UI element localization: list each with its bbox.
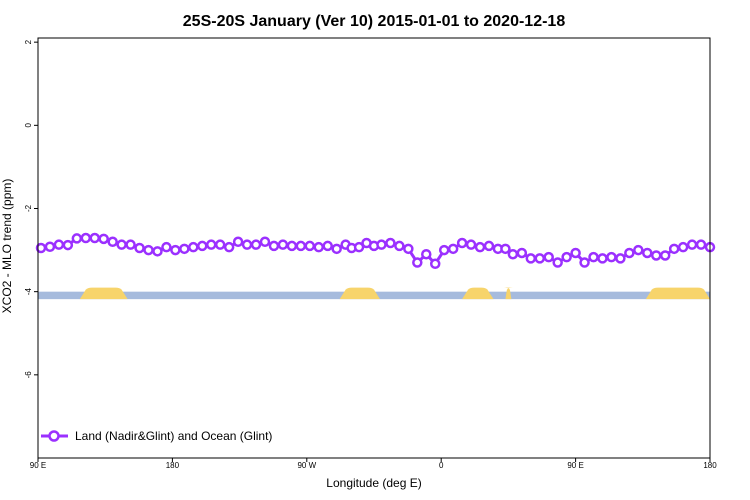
data-point bbox=[152, 246, 163, 257]
land-segment bbox=[339, 287, 380, 300]
data-point bbox=[483, 240, 495, 252]
data-point bbox=[277, 239, 289, 250]
data-point bbox=[268, 240, 280, 252]
data-point bbox=[615, 253, 626, 264]
y-axis: 2 0 -2 -4 -6 bbox=[24, 39, 38, 378]
data-point bbox=[465, 239, 477, 250]
y-tick-label: 0 bbox=[24, 123, 33, 128]
data-point bbox=[107, 236, 118, 248]
data-point bbox=[597, 253, 608, 264]
data-point bbox=[525, 253, 537, 264]
legend: Land (Nadir&Glint) and Ocean (Glint) bbox=[41, 429, 272, 443]
x-axis-label: Longitude (deg E) bbox=[326, 476, 421, 490]
legend-label: Land (Nadir&Glint) and Ocean (Glint) bbox=[75, 429, 272, 443]
data-point bbox=[624, 247, 635, 259]
data-point bbox=[322, 240, 333, 252]
data-point bbox=[552, 257, 563, 268]
x-axis: 90 E 180 90 W 0 90 E 180 bbox=[30, 458, 717, 470]
data-point bbox=[677, 241, 689, 253]
data-point bbox=[516, 247, 528, 259]
data-point bbox=[561, 251, 572, 263]
data-point bbox=[695, 239, 707, 250]
data-point bbox=[250, 239, 262, 250]
data-point bbox=[353, 241, 365, 253]
x-tick-label: 180 bbox=[166, 461, 180, 470]
data-point bbox=[53, 239, 65, 250]
data-point bbox=[98, 233, 109, 245]
x-tick-label: 90 E bbox=[30, 461, 46, 470]
land-segment bbox=[462, 287, 494, 300]
data-point bbox=[686, 239, 698, 250]
data-point bbox=[214, 239, 226, 250]
land-segment bbox=[503, 287, 513, 300]
data-point bbox=[650, 250, 662, 261]
data-point bbox=[588, 251, 599, 263]
data-point bbox=[633, 244, 644, 256]
data-point bbox=[80, 232, 92, 244]
data-point bbox=[579, 257, 590, 268]
legend-marker bbox=[48, 430, 60, 442]
y-tick-label: -4 bbox=[24, 288, 33, 296]
data-point bbox=[89, 232, 100, 244]
x-tick-label: 90 W bbox=[297, 461, 316, 470]
data-point bbox=[534, 253, 546, 264]
data-point bbox=[456, 237, 468, 249]
data-point bbox=[313, 241, 324, 253]
data-point bbox=[606, 251, 617, 263]
data-point bbox=[71, 233, 83, 244]
data-point bbox=[188, 241, 199, 253]
data-point bbox=[170, 244, 181, 256]
data-point bbox=[125, 239, 136, 250]
data-point bbox=[197, 240, 208, 252]
data-point bbox=[179, 243, 190, 255]
y-tick-label: -6 bbox=[24, 371, 33, 379]
data-point bbox=[474, 241, 486, 253]
data-point bbox=[659, 250, 671, 261]
data-point bbox=[429, 258, 441, 270]
plot-frame bbox=[37, 37, 711, 459]
data-point bbox=[543, 251, 554, 263]
data-point bbox=[376, 239, 387, 250]
data-point bbox=[62, 239, 74, 251]
x-tick-label: 180 bbox=[703, 461, 717, 470]
land-segment bbox=[79, 287, 128, 300]
data-point bbox=[438, 244, 450, 256]
y-axis-label: XCO2 - MLO trend (ppm) bbox=[0, 179, 14, 314]
data-point bbox=[412, 257, 423, 268]
data-point bbox=[205, 239, 217, 250]
data-point bbox=[403, 243, 414, 255]
data-point bbox=[642, 247, 653, 259]
data-point bbox=[331, 243, 342, 255]
data-point bbox=[570, 247, 581, 259]
data-point bbox=[394, 240, 405, 252]
data-point bbox=[507, 248, 519, 260]
data-point bbox=[295, 240, 307, 252]
data-point bbox=[304, 240, 316, 252]
data-point bbox=[116, 239, 127, 250]
x-tick-label: 0 bbox=[439, 461, 444, 470]
data-point bbox=[134, 242, 145, 254]
data-point bbox=[241, 239, 253, 250]
y-tick-label: -2 bbox=[24, 204, 33, 212]
data-point bbox=[143, 244, 154, 256]
data-point bbox=[421, 248, 432, 260]
surface-band bbox=[38, 287, 710, 300]
data-point bbox=[232, 236, 244, 248]
data-point bbox=[223, 241, 235, 253]
chart-title: 25S-20S January (Ver 10) 2015-01-01 to 2… bbox=[183, 13, 566, 30]
data-point bbox=[161, 241, 172, 253]
data-point bbox=[447, 243, 459, 255]
data-point bbox=[44, 241, 56, 253]
data-point bbox=[668, 243, 680, 255]
series-layer bbox=[35, 232, 716, 270]
data-point bbox=[500, 243, 511, 255]
data-point bbox=[259, 236, 271, 248]
data-point bbox=[286, 240, 298, 252]
x-tick-label: 90 E bbox=[567, 461, 583, 470]
land-segment bbox=[645, 287, 710, 300]
data-point bbox=[385, 237, 396, 249]
y-tick-label: 2 bbox=[24, 39, 33, 44]
